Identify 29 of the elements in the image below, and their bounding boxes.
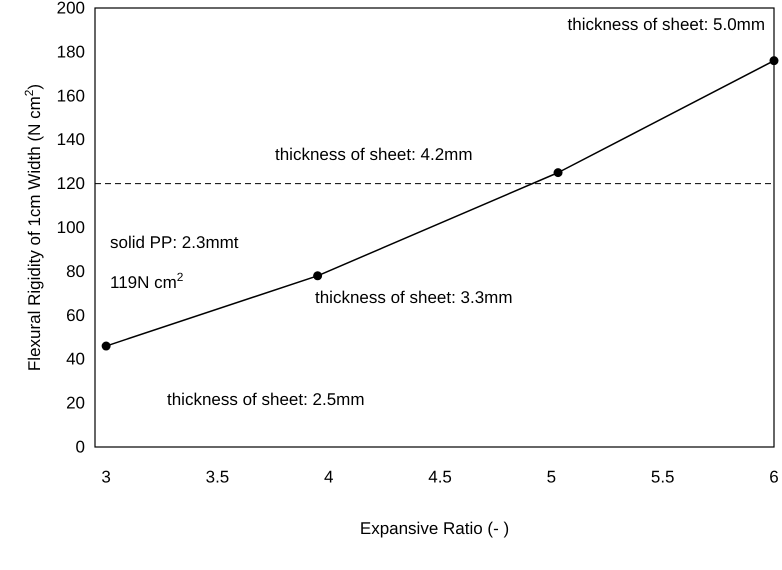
x-tick-label: 3 — [101, 468, 111, 486]
y-tick-label: 60 — [66, 306, 85, 325]
y-tick-label: 140 — [56, 130, 85, 150]
y-tick-label: 0 — [76, 438, 85, 456]
y-tick-label: 120 — [56, 174, 85, 194]
y-tick-label: 40 — [66, 350, 85, 369]
y-tick-label: 20 — [66, 394, 85, 413]
annotation: 119N cm$^{2}$ — [110, 270, 184, 292]
x-tick-label: 4 — [324, 468, 334, 486]
annotation: thickness of sheet: 5.0mm — [568, 15, 765, 34]
x-tick-label: 4.5 — [428, 468, 452, 486]
annotation: thickness of sheet: 4.2mm — [275, 145, 472, 164]
annotation: solid PP: 2.3mmt — [110, 233, 239, 252]
y-tick-label: 160 — [56, 86, 85, 106]
annotation: thickness of sheet: 3.3mm — [315, 288, 512, 307]
y-tick-label: 180 — [56, 42, 85, 62]
x-tick-label: 5.5 — [650, 468, 675, 486]
point — [313, 271, 322, 280]
point — [770, 56, 778, 66]
y-tick-label: 80 — [66, 262, 85, 281]
point — [102, 342, 111, 351]
x-tick-label: 3.5 — [206, 468, 230, 486]
y-tick-label: 200 — [56, 0, 85, 18]
x-tick-label: 6 — [769, 468, 779, 486]
x-axis-title: Expansive Ratio (- ) — [360, 519, 510, 538]
y-tick-label: 100 — [56, 218, 85, 237]
annotation: thickness of sheet: 2.5mm — [167, 390, 364, 409]
point — [554, 168, 563, 178]
x-tick-label: 5 — [546, 468, 556, 486]
